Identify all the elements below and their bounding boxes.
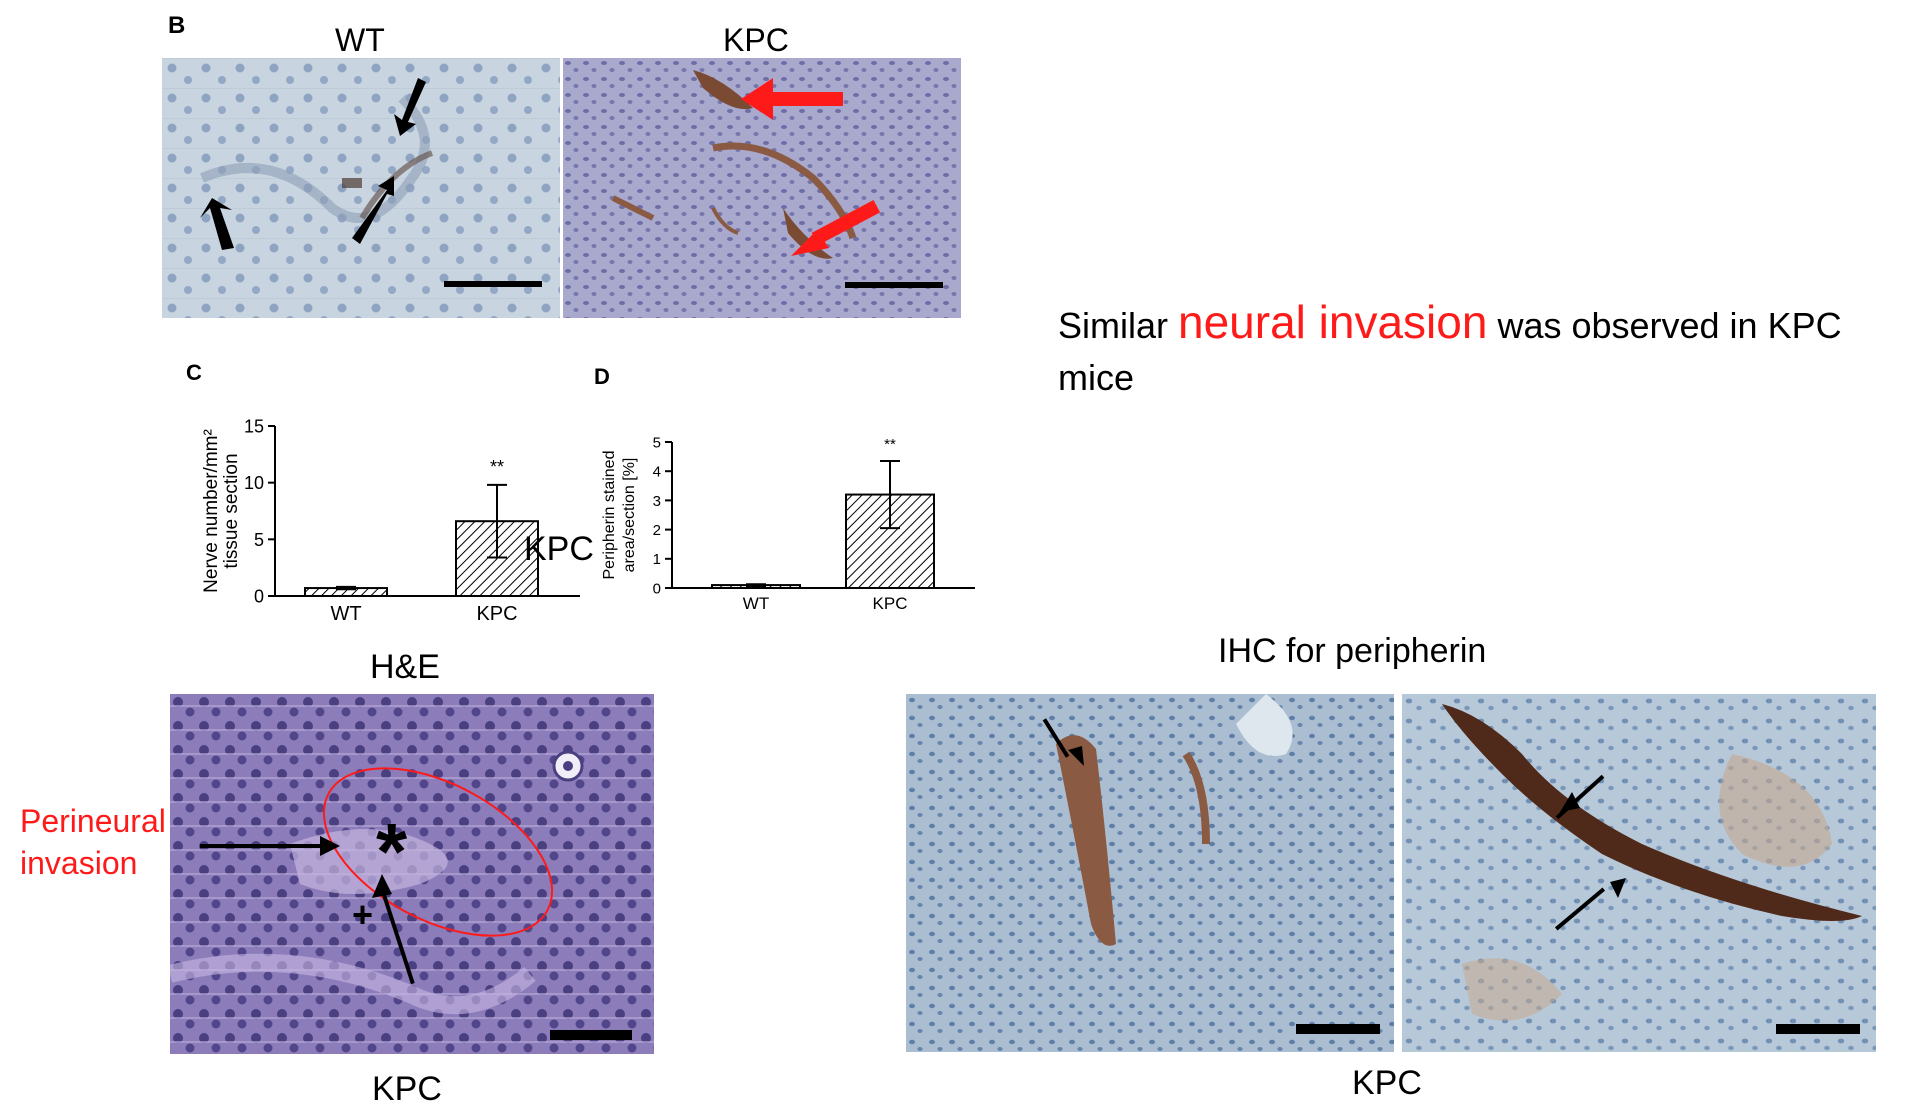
y-tick-label: 4 — [653, 464, 661, 481]
y-axis-label-line2: tissue section — [221, 453, 242, 568]
y-axis-label-line1: Peripherin stained — [601, 451, 618, 580]
x-tick-label: KPC — [476, 603, 517, 625]
ihc-caption: KPC — [1352, 1064, 1422, 1102]
y-tick-label: 1 — [653, 551, 661, 568]
kpc-micrograph — [563, 58, 961, 318]
y-tick-label: 5 — [653, 434, 661, 451]
significance-marker: ** — [884, 436, 896, 453]
stray-kpc-label: KPC — [524, 530, 594, 568]
y-tick-label: 0 — [653, 580, 661, 597]
significance-marker: ** — [490, 457, 504, 477]
y-axis-label-line1: Nerve number/mm² — [201, 429, 222, 593]
perineural-line1: Perineural — [20, 803, 166, 839]
ihc-micrograph-right — [1402, 694, 1876, 1052]
y-tick-label: 5 — [254, 530, 264, 550]
y-axis-label-line2: area/section [%] — [621, 458, 638, 573]
perineural-invasion-label: Perineural invasion — [20, 800, 166, 884]
plus-marker: + — [352, 894, 374, 935]
panel-letter-d: D — [594, 364, 610, 389]
headline-accent: neural invasion — [1178, 296, 1488, 348]
asterisk-marker: * — [376, 807, 408, 896]
y-tick-label: 2 — [653, 522, 661, 539]
x-tick-label: WT — [330, 603, 361, 625]
he-caption: KPC — [372, 1070, 442, 1108]
kpc-label: KPC — [723, 22, 789, 58]
y-tick-label: 3 — [653, 493, 661, 510]
he-micrograph: * + — [170, 694, 654, 1054]
ihc-micrograph-left — [906, 694, 1394, 1052]
headline-text: Similar neural invasion was observed in … — [1058, 296, 1898, 404]
wt-label: WT — [335, 22, 385, 58]
headline-suffix: was observed in KPC mice — [1058, 305, 1842, 398]
panel-letter-b: B — [168, 12, 186, 39]
chart-d: 0 1 2 3 4 5 WT KPC ** Peripherin stained area/sect… — [601, 434, 975, 613]
headline-prefix: Similar — [1058, 305, 1179, 346]
x-tick-label: WT — [743, 594, 769, 613]
ihc-title: IHC for peripherin — [1218, 632, 1487, 670]
wt-micrograph — [162, 58, 560, 318]
y-tick-label: 10 — [244, 473, 264, 493]
he-title: H&E — [370, 648, 440, 686]
chart-c: 0 5 10 15 WT KPC ** Nerve number/mm² tissue sect… — [201, 416, 580, 625]
y-tick-label: 0 — [254, 586, 264, 606]
perineural-line2: invasion — [20, 845, 138, 881]
x-tick-label: KPC — [873, 594, 908, 613]
panel-letter-c: C — [186, 360, 202, 385]
y-tick-label: 15 — [244, 416, 264, 436]
